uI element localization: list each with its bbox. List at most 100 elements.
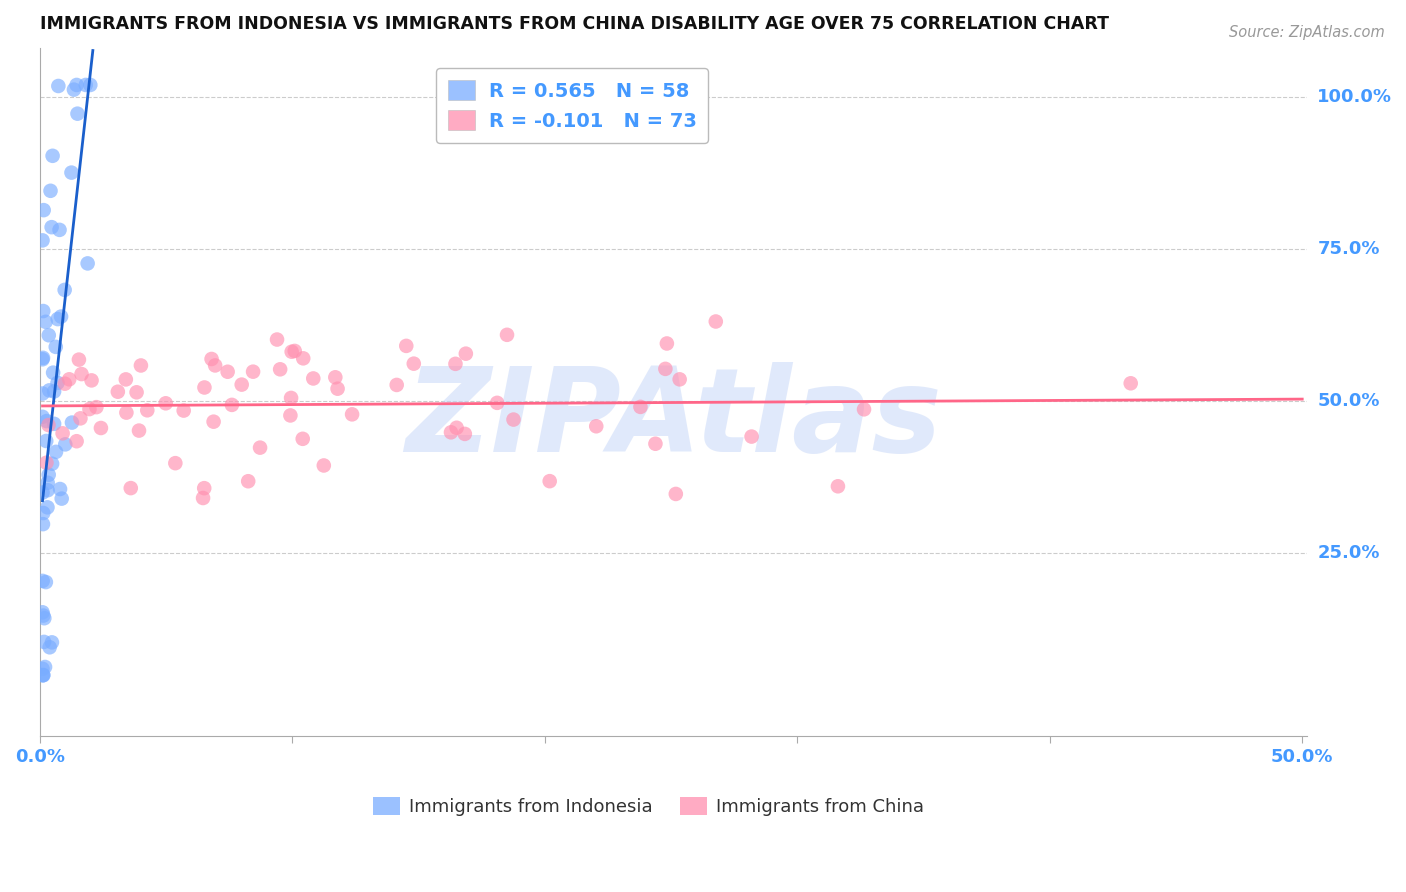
Point: [280, 391, 302, 405]
Point: [165, 456, 187, 470]
Point: [35, 575, 58, 590]
Text: Source: ZipAtlas.com: Source: ZipAtlas.com: [1229, 25, 1385, 40]
Point: [269, 362, 291, 376]
Point: [853, 402, 876, 417]
Point: [35, 434, 58, 448]
Point: [538, 474, 561, 488]
Point: [32, 608, 55, 623]
Point: [125, 385, 148, 400]
Point: [90, 421, 112, 435]
Point: [668, 372, 690, 386]
Point: [80, 373, 103, 387]
Point: [32, 635, 55, 649]
Point: [45, 340, 67, 354]
Point: [32, 304, 55, 318]
Point: [37, 483, 59, 498]
Point: [654, 362, 676, 376]
Text: ZIPAtlas: ZIPAtlas: [405, 362, 942, 477]
Point: [402, 357, 425, 371]
Point: [115, 406, 138, 420]
Point: [32, 506, 55, 520]
Point: [496, 327, 519, 342]
Point: [704, 314, 727, 328]
Point: [120, 481, 142, 495]
Point: [266, 333, 288, 347]
Point: [41, 635, 63, 649]
Point: [42, 384, 65, 399]
Point: [200, 351, 222, 366]
Point: [31, 668, 53, 682]
Point: [69, 411, 91, 425]
Point: [32, 517, 55, 532]
Point: [53, 283, 76, 297]
Point: [38, 467, 60, 482]
Point: [129, 359, 152, 373]
Point: [32, 203, 55, 218]
Point: [502, 412, 524, 426]
Point: [827, 479, 849, 493]
Point: [34, 611, 56, 625]
Point: [51, 491, 73, 506]
Point: [66, 106, 89, 120]
Point: [38, 328, 60, 343]
Point: [173, 403, 195, 417]
Point: [291, 432, 314, 446]
Point: [65, 434, 87, 449]
Point: [440, 425, 463, 440]
Point: [128, 424, 150, 438]
Point: [76, 256, 98, 270]
Point: [67, 352, 90, 367]
Text: 100.0%: 100.0%: [1317, 88, 1392, 106]
Point: [46, 78, 69, 93]
Point: [31, 485, 53, 500]
Point: [32, 351, 55, 365]
Point: [217, 365, 239, 379]
Point: [585, 419, 607, 434]
Point: [32, 668, 55, 682]
Point: [1119, 376, 1142, 391]
Point: [31, 386, 53, 401]
Point: [31, 409, 53, 424]
Point: [31, 574, 53, 588]
Point: [46, 376, 69, 390]
Point: [39, 184, 62, 198]
Point: [280, 344, 302, 359]
Point: [454, 426, 477, 441]
Point: [38, 640, 60, 655]
Point: [340, 408, 363, 422]
Point: [741, 429, 763, 443]
Point: [41, 149, 63, 163]
Point: [41, 220, 63, 235]
Point: [48, 223, 70, 237]
Point: [204, 359, 226, 373]
Point: [323, 370, 346, 384]
Point: [444, 357, 467, 371]
Point: [52, 426, 75, 441]
Point: [284, 343, 307, 358]
Point: [280, 409, 302, 423]
Point: [231, 377, 253, 392]
Point: [37, 500, 59, 515]
Point: [202, 415, 225, 429]
Point: [665, 487, 688, 501]
Point: [292, 351, 315, 366]
Point: [155, 396, 177, 410]
Point: [31, 662, 53, 676]
Point: [63, 82, 86, 96]
Point: [79, 78, 101, 92]
Point: [242, 365, 264, 379]
Point: [60, 416, 83, 430]
Point: [136, 403, 159, 417]
Point: [32, 668, 55, 682]
Point: [37, 475, 59, 490]
Point: [446, 421, 468, 435]
Point: [70, 367, 93, 381]
Legend: Immigrants from Indonesia, Immigrants from China: Immigrants from Indonesia, Immigrants fr…: [366, 789, 931, 823]
Point: [31, 233, 53, 247]
Point: [644, 436, 666, 450]
Point: [454, 346, 477, 360]
Point: [45, 445, 67, 459]
Point: [395, 339, 418, 353]
Point: [75, 78, 97, 92]
Point: [249, 441, 271, 455]
